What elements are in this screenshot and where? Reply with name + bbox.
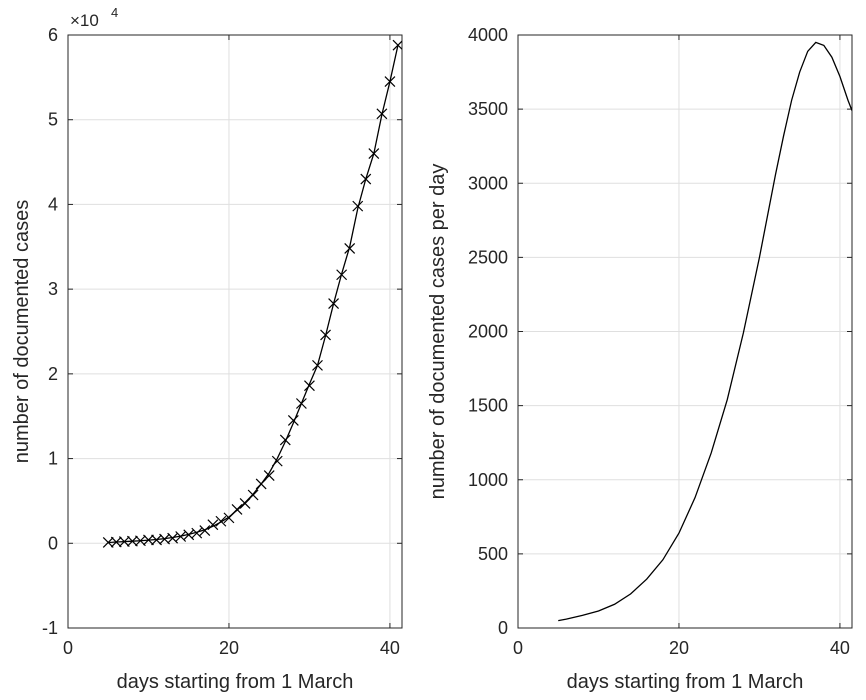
x-tick-label: 40 [380, 638, 400, 658]
data-point-marker [215, 515, 227, 527]
data-point-marker [384, 76, 396, 88]
data-point-marker [143, 534, 154, 546]
right-chart-panel: 0 20 40 0 500 1000 1500 2000 2500 3000 3500 4000 day… [427, 25, 853, 693]
y-tick-label: 6 [48, 25, 58, 45]
axes-box [67, 34, 403, 629]
data-point-marker [110, 536, 122, 548]
data-point-marker [279, 434, 291, 446]
data-point-marker [102, 537, 114, 548]
data-point-marker [352, 200, 364, 212]
y-tick-label: 3 [48, 279, 58, 299]
data-point-marker [271, 455, 283, 467]
y-tick-label: 3000 [468, 173, 508, 193]
data-point-marker [368, 148, 380, 160]
x-axis-label: days starting from 1 March [117, 671, 354, 693]
data-point-marker [126, 535, 138, 547]
y-tick-label: 4 [48, 194, 58, 214]
y-exponent-power: 4 [111, 5, 118, 20]
y-tick-label: 1000 [468, 470, 508, 490]
data-point-marker [118, 536, 130, 548]
x-tick-label: 0 [513, 638, 523, 658]
y-tick-label: 0 [48, 533, 58, 553]
data-point-marker [312, 359, 323, 371]
data-point-marker [320, 329, 331, 341]
y-tick-label: 3500 [468, 99, 508, 119]
y-axis-label: number of documented cases [11, 200, 33, 464]
data-point-marker [199, 525, 211, 537]
y-tick-label: 2000 [468, 322, 508, 342]
data-point-marker [247, 489, 259, 501]
y-tick-label: -1 [42, 618, 58, 638]
y-tick-label: 1 [48, 449, 58, 469]
x-tick-label: 40 [830, 638, 850, 658]
data-point-marker [336, 269, 348, 281]
data-point-marker [392, 39, 402, 51]
data-point-marker [191, 527, 203, 539]
series-line [558, 41, 852, 622]
y-tick-label: 2 [48, 364, 58, 384]
data-point-marker [287, 415, 299, 426]
data-point-marker [231, 503, 243, 515]
y-exponent-label: ×10 [70, 11, 99, 30]
x-tick-label: 20 [669, 638, 689, 658]
data-point-marker [376, 108, 388, 120]
x-tick-label: 0 [63, 638, 73, 658]
y-tick-label: 2500 [468, 247, 508, 267]
y-axis-label: number of documented cases per day [427, 164, 449, 500]
y-tick-label: 500 [478, 544, 508, 564]
data-point-marker [328, 298, 340, 309]
x-axis-label: days starting from 1 March [567, 671, 804, 693]
y-tick-label: 4000 [468, 25, 508, 45]
y-tick-label: 5 [48, 110, 58, 130]
y-tick-label: 0 [498, 618, 508, 638]
plot-area [558, 41, 852, 622]
data-point-marker [295, 398, 307, 409]
data-point-marker [304, 380, 315, 392]
data-point-marker [263, 470, 275, 481]
data-point-marker [360, 173, 372, 185]
plot-area [102, 39, 402, 548]
y-tick-label: 1500 [468, 396, 508, 416]
x-tick-label: 20 [219, 638, 239, 658]
data-point-marker [344, 243, 356, 254]
data-point-marker [207, 519, 219, 531]
